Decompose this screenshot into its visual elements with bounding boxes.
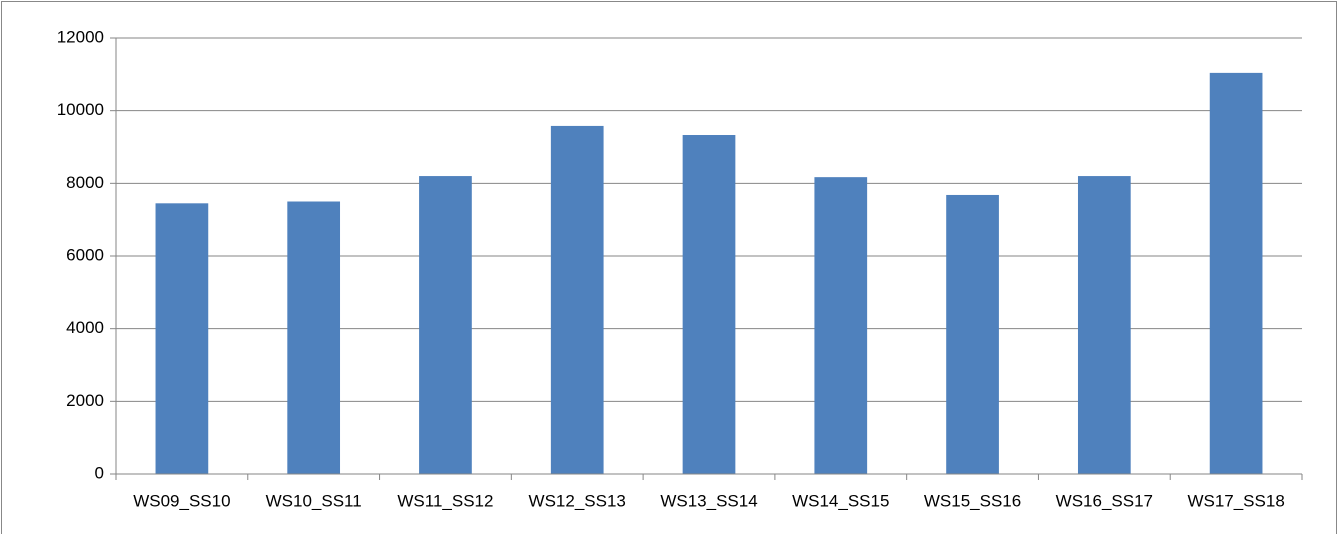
bar [1077,176,1131,475]
x-tick-label: WS10_SS11 [266,491,362,510]
x-tick-label: WS14_SS15 [792,491,889,510]
x-tick-label: WS15_SS16 [924,491,1021,510]
y-tick-label: 8000 [66,173,104,192]
x-tick-label: WS17_SS18 [1187,491,1284,510]
x-tick-label: WS12_SS13 [529,491,626,510]
x-tick-label: WS11_SS12 [397,491,493,510]
bar [946,194,999,474]
y-tick-label: 10000 [57,100,104,119]
bar [814,177,868,474]
y-tick-label: 0 [95,463,104,482]
x-tick-label: WS09_SS10 [133,491,230,510]
bar [1209,72,1263,474]
y-tick-label: 6000 [66,245,104,264]
bar [287,201,341,474]
x-tick-label: WS13_SS14 [660,491,757,510]
bar [550,125,604,474]
bar [419,176,472,475]
y-tick-label: 12000 [57,27,104,46]
x-tick-label: WS16_SS17 [1056,491,1153,510]
y-tick-label: 2000 [66,391,104,410]
y-tick-label: 4000 [66,318,104,337]
bar [155,203,209,475]
bar [682,135,736,474]
